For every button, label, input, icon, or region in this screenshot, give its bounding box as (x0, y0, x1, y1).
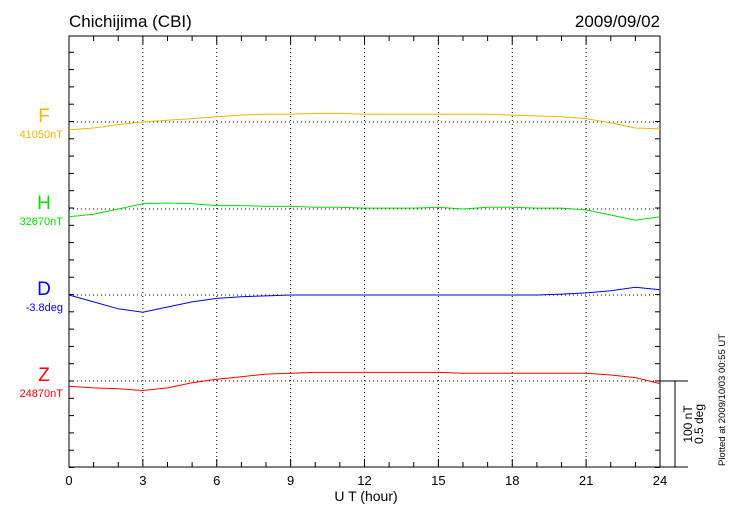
scale-label-nt: 100 nT (681, 405, 695, 443)
series-baseline-z: 24870nT (20, 388, 64, 400)
x-tick-label: 18 (505, 473, 519, 488)
series-line-z (68, 371, 661, 392)
series-name-z: Z (38, 365, 50, 386)
series-line-h (68, 202, 661, 221)
series-name-h: H (37, 193, 51, 214)
x-tick-label: 12 (357, 473, 371, 488)
series-baseline-h: 32670nT (20, 216, 64, 228)
series-baseline-d: -3.8deg (26, 302, 63, 314)
x-tick-label: 0 (65, 473, 72, 488)
plotted-note: Plotted at 2009/10/03 00:55 UT (717, 334, 728, 466)
grid (69, 36, 660, 467)
x-tick-label: 9 (287, 473, 294, 488)
scale-label-deg: 0.5 deg (692, 404, 706, 444)
chart-date: 2009/09/02 (575, 12, 660, 31)
series-line-f (68, 112, 661, 131)
x-axis-label: U T (hour) (334, 488, 397, 504)
scale-bar: 100 nT 0.5 deg (660, 380, 706, 468)
x-tick-label: 15 (431, 473, 445, 488)
series-group (68, 112, 661, 392)
x-tick-label: 24 (653, 473, 667, 488)
x-tick-label: 21 (579, 473, 593, 488)
x-tick-label: 6 (213, 473, 220, 488)
series-name-f: F (38, 106, 50, 127)
chart-title: Chichijima (CBI) (69, 12, 192, 31)
series-labels: F 41050nT H 32670nT D -3.8deg Z 24870nT (20, 106, 64, 400)
series-name-d: D (37, 279, 51, 300)
series-line-d (68, 286, 661, 313)
axis-ticks: 0 3 6 9 12 15 18 21 24 (65, 36, 667, 488)
x-tick-label: 3 (139, 473, 146, 488)
series-baseline-f: 41050nT (20, 129, 64, 141)
